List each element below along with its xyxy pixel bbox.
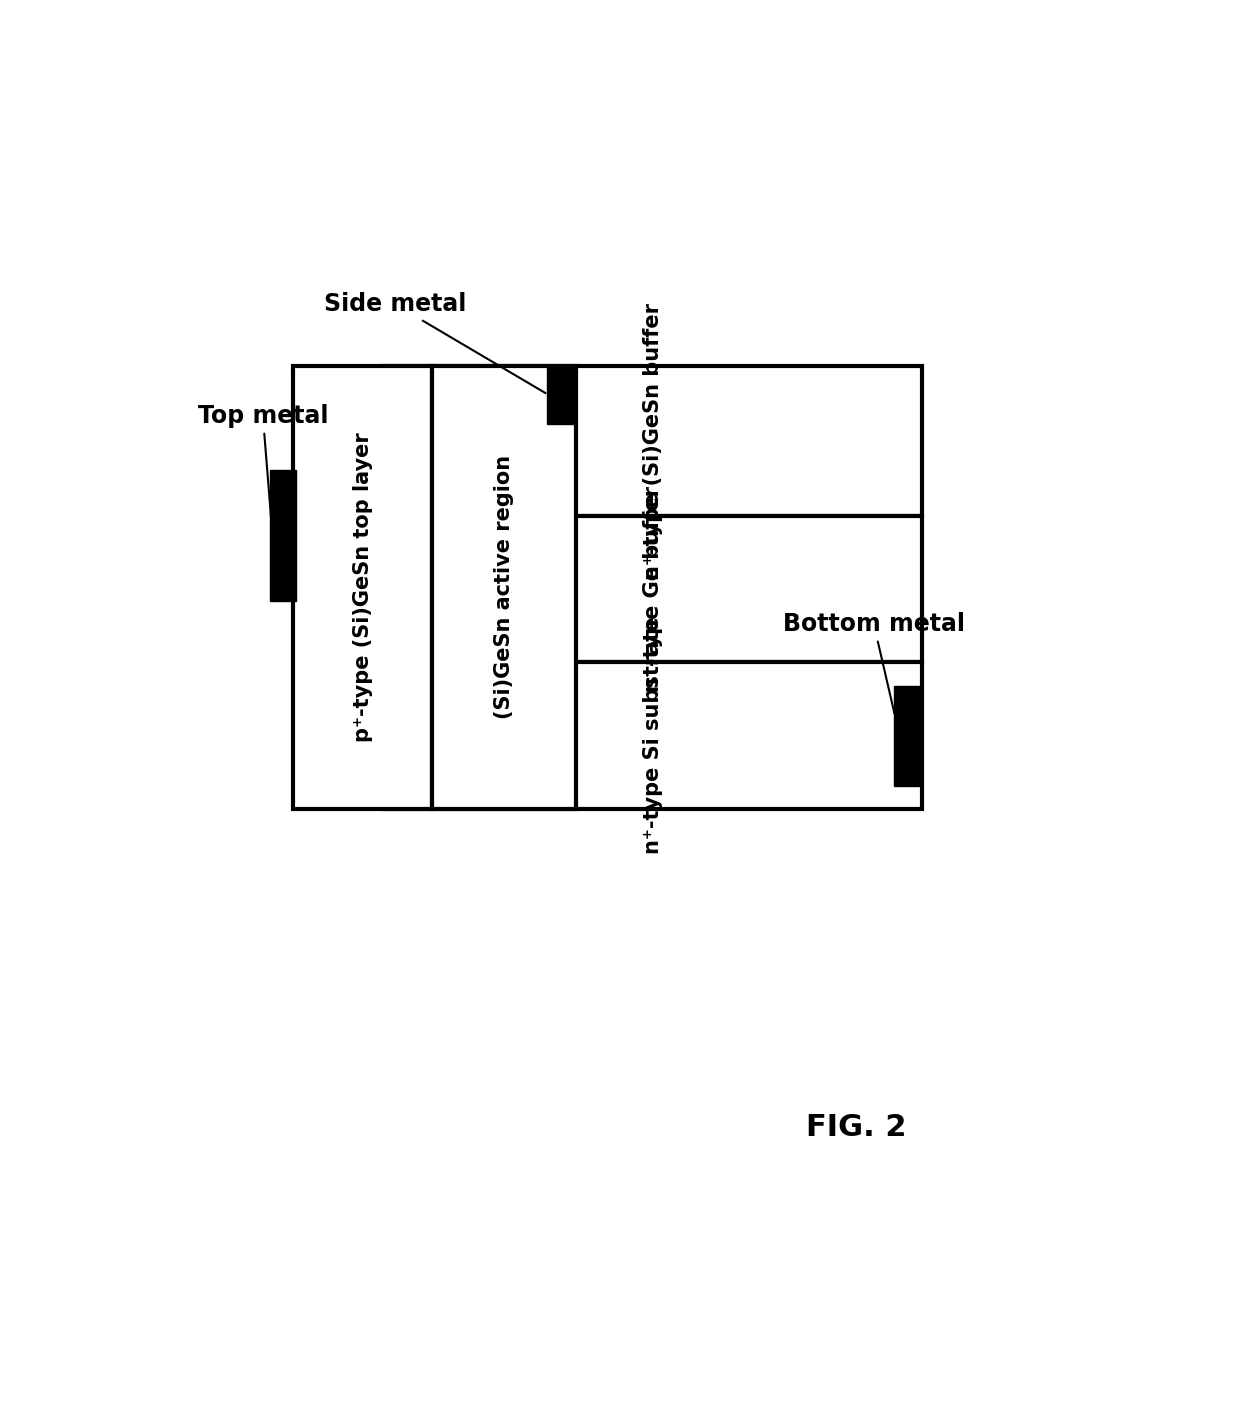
Text: p⁺-type (Si)GeSn top layer: p⁺-type (Si)GeSn top layer	[352, 433, 373, 742]
Text: FIG. 2: FIG. 2	[806, 1113, 906, 1143]
Text: n⁺-type (Si)GeSn buffer: n⁺-type (Si)GeSn buffer	[642, 303, 663, 580]
Bar	[293, 366, 433, 809]
Text: (Si)GeSn active region: (Si)GeSn active region	[494, 455, 515, 720]
Bar	[383, 366, 923, 516]
Bar	[270, 469, 296, 601]
Bar	[383, 663, 923, 809]
Bar	[383, 516, 923, 663]
Text: n⁺-type Ge buffer: n⁺-type Ge buffer	[642, 486, 663, 693]
Text: Side metal: Side metal	[324, 293, 546, 393]
Text: Bottom metal: Bottom metal	[782, 612, 965, 714]
Bar	[547, 366, 575, 424]
Bar	[894, 686, 923, 786]
Text: Top metal: Top metal	[197, 404, 329, 518]
Bar	[433, 366, 575, 809]
Text: n⁺-type Si substrate: n⁺-type Si substrate	[642, 617, 663, 854]
